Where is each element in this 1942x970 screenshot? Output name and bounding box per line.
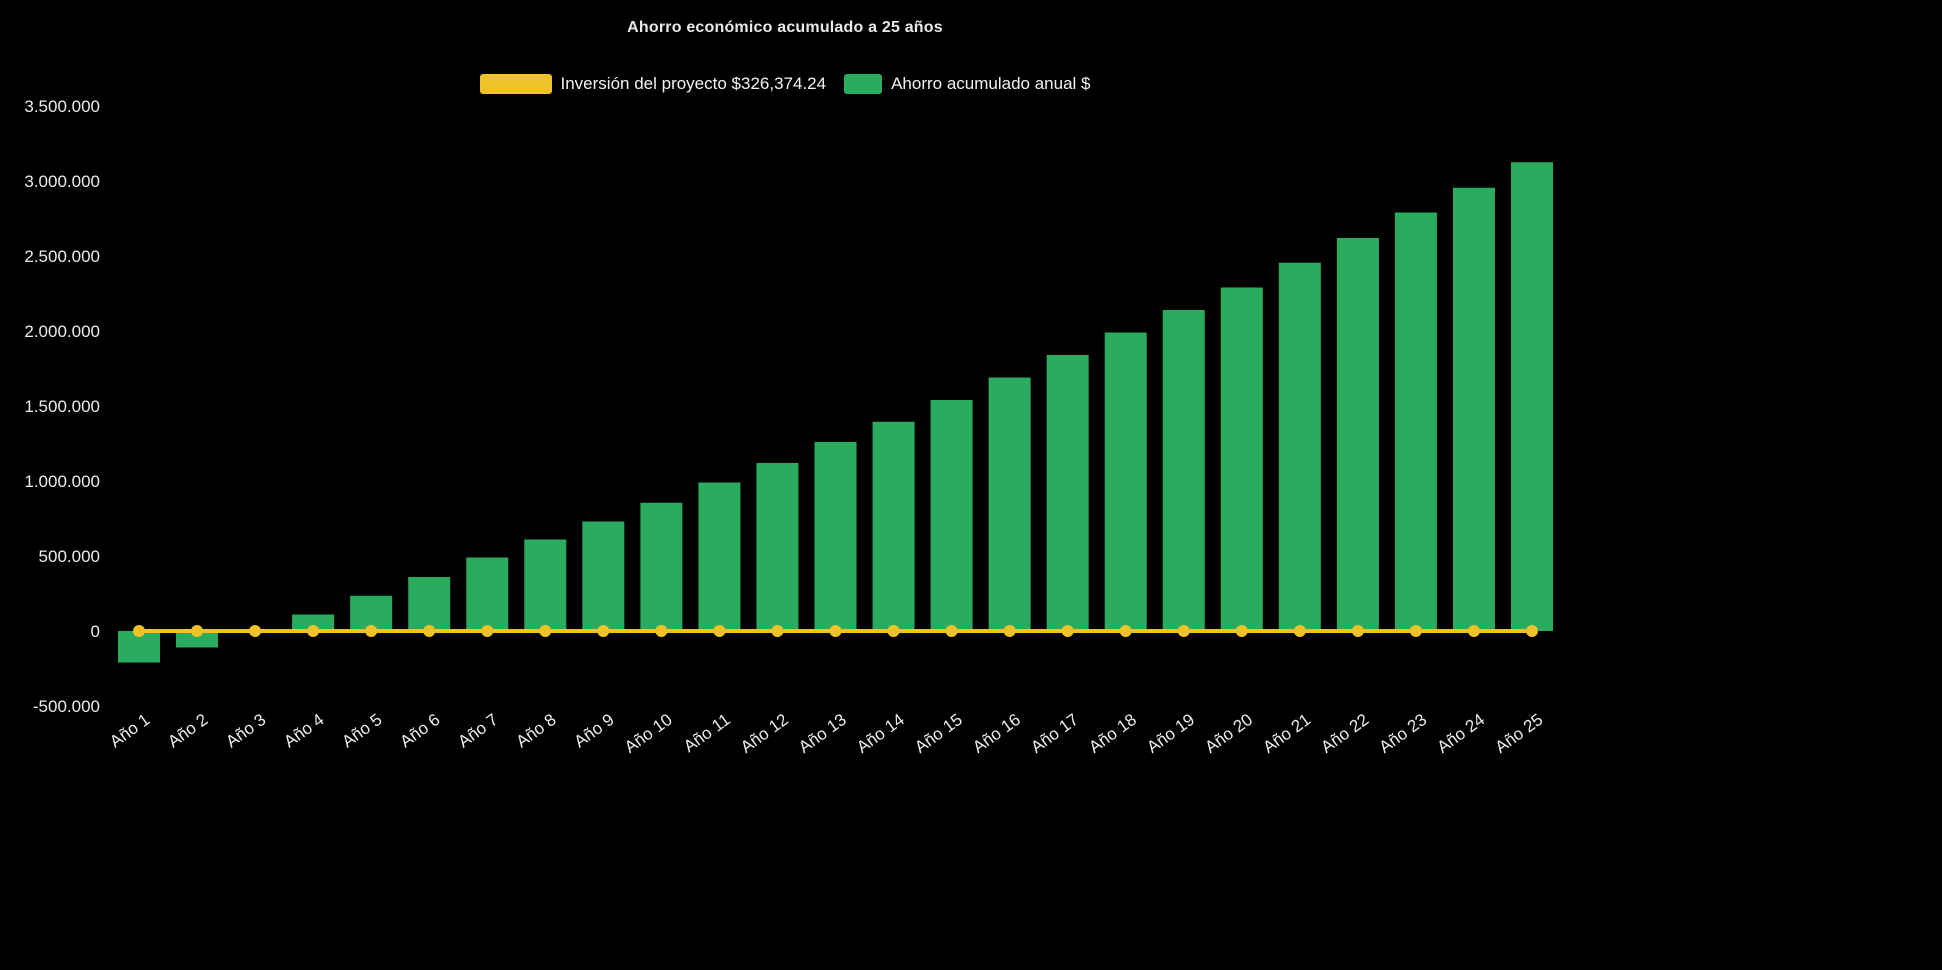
x-axis-label: Año 13 <box>795 710 850 757</box>
bar-año-18 <box>1104 332 1147 631</box>
investment-point <box>713 625 726 637</box>
bar-año-7 <box>466 557 509 631</box>
bar-año-14 <box>872 421 915 631</box>
investment-point <box>1177 625 1190 637</box>
bar-año-21 <box>1278 262 1321 631</box>
bar-año-23 <box>1394 212 1437 631</box>
x-axis-label: Año 5 <box>338 710 385 751</box>
x-axis-label: Año 15 <box>911 710 966 757</box>
investment-point <box>1061 625 1074 637</box>
bar-año-10 <box>640 502 683 631</box>
x-axis-label: Año 21 <box>1259 710 1314 757</box>
bar-año-19 <box>1162 310 1205 631</box>
bar-año-2 <box>176 631 219 648</box>
y-axis-tick-label: 500.000 <box>39 547 100 566</box>
x-axis-label: Año 7 <box>454 710 501 751</box>
investment-point <box>771 625 784 637</box>
investment-point <box>887 625 900 637</box>
x-axis-label: Año 4 <box>280 710 327 751</box>
legend-item-savings: Ahorro acumulado anual $ <box>844 74 1091 94</box>
y-axis-tick-label: 1.500.000 <box>24 397 100 416</box>
chart-legend: Inversión del proyecto $326,374.24 Ahorr… <box>0 74 1570 94</box>
x-axis-label: Año 14 <box>853 710 908 757</box>
x-axis-label: Año 3 <box>222 710 269 751</box>
investment-point <box>1467 625 1480 637</box>
investment-point <box>655 625 668 637</box>
x-axis-label: Año 19 <box>1143 710 1198 757</box>
legend-swatch-savings <box>844 74 883 94</box>
legend-swatch-investment <box>479 74 552 94</box>
x-axis-label: Año 2 <box>164 710 211 751</box>
x-axis-label: Año 10 <box>621 710 676 757</box>
y-axis-tick-label: 2.000.000 <box>24 322 100 341</box>
investment-point <box>1293 625 1306 637</box>
x-axis-label: Año 9 <box>571 710 618 751</box>
x-axis-label: Año 18 <box>1085 710 1140 757</box>
x-axis-label: Año 25 <box>1492 710 1547 757</box>
bar-año-13 <box>814 442 857 631</box>
bar-año-12 <box>756 463 799 631</box>
investment-point <box>1526 625 1538 637</box>
legend-label-investment: Inversión del proyecto $326,374.24 <box>560 74 827 93</box>
x-axis-label: Año 12 <box>737 710 792 757</box>
x-axis-label: Año 16 <box>969 710 1024 757</box>
x-axis-label: Año 11 <box>680 710 734 756</box>
y-axis-tick-label: 2.500.000 <box>24 247 100 266</box>
x-axis-label: Año 6 <box>396 710 443 751</box>
bar-año-9 <box>582 521 625 631</box>
bar-año-20 <box>1220 287 1263 631</box>
y-axis-tick-label: 0 <box>91 622 100 641</box>
chart-title: Ahorro económico acumulado a 25 años <box>627 19 943 36</box>
y-axis-tick-label: 3.000.000 <box>24 172 100 191</box>
investment-point <box>1003 625 1016 637</box>
chart-header: Ahorro económico acumulado a 25 años Inv… <box>0 0 1570 94</box>
bar-año-22 <box>1336 238 1379 631</box>
investment-point <box>1235 625 1248 637</box>
investment-point <box>191 625 204 637</box>
investment-point <box>423 625 436 637</box>
investment-point <box>945 625 958 637</box>
bar-año-4 <box>292 614 335 631</box>
bar-año-17 <box>1046 355 1089 631</box>
bar-año-6 <box>408 577 451 631</box>
bar-año-15 <box>930 400 973 631</box>
investment-point <box>249 625 262 637</box>
bar-año-11 <box>698 482 741 631</box>
x-axis-label: Año 20 <box>1201 710 1256 757</box>
x-axis-label: Año 23 <box>1376 710 1431 757</box>
x-axis-label: Año 22 <box>1317 710 1372 757</box>
bar-año-8 <box>524 539 567 631</box>
x-axis-label: Año 24 <box>1434 710 1489 757</box>
x-axis-label: Año 17 <box>1027 710 1082 757</box>
y-axis-tick-label: 3.500.000 <box>24 97 100 116</box>
investment-point <box>829 625 842 637</box>
investment-point <box>307 625 320 637</box>
legend-label-savings: Ahorro acumulado anual $ <box>891 74 1091 93</box>
investment-point <box>539 625 552 637</box>
investment-point <box>365 625 378 637</box>
investment-point <box>133 625 145 637</box>
x-axis-label: Año 1 <box>106 710 153 751</box>
legend-item-investment: Inversión del proyecto $326,374.24 <box>479 74 827 94</box>
bar-año-25 <box>1511 162 1553 631</box>
y-axis-tick-label: -500.000 <box>33 697 100 716</box>
bar-año-16 <box>988 377 1031 631</box>
y-axis-tick-label: 1.000.000 <box>24 472 100 491</box>
investment-point <box>597 625 610 637</box>
investment-point <box>1409 625 1422 637</box>
investment-point <box>481 625 494 637</box>
investment-point <box>1351 625 1364 637</box>
bar-año-24 <box>1452 187 1495 631</box>
investment-point <box>1119 625 1132 637</box>
x-axis-label: Año 8 <box>513 710 560 751</box>
